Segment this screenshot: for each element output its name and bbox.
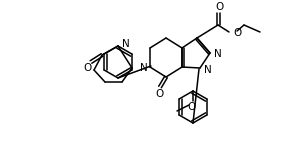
- Text: O: O: [83, 63, 91, 73]
- Text: N: N: [122, 39, 130, 49]
- Text: O: O: [215, 2, 223, 12]
- Text: N: N: [204, 65, 212, 75]
- Text: N: N: [214, 49, 222, 59]
- Text: O: O: [233, 28, 241, 38]
- Text: O: O: [155, 89, 163, 99]
- Text: O: O: [188, 102, 196, 112]
- Text: N: N: [140, 63, 148, 73]
